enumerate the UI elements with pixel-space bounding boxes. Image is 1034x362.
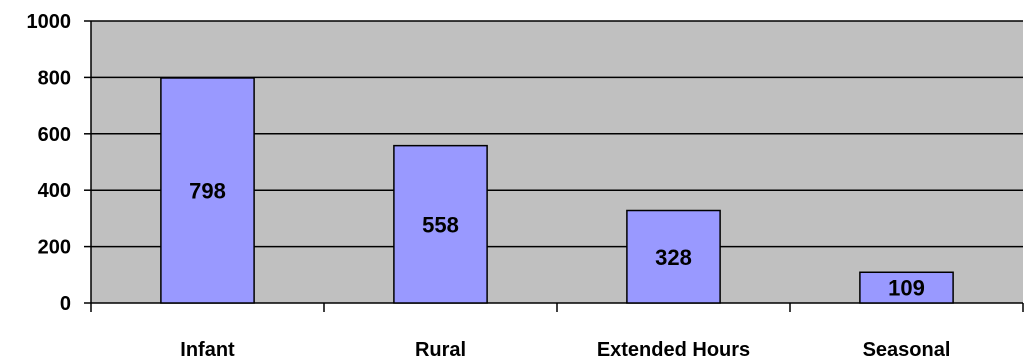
bar xyxy=(160,77,255,304)
data-label: 558 xyxy=(422,212,459,237)
x-category-label: Extended Hours xyxy=(597,339,750,361)
bars xyxy=(160,77,954,304)
y-axis: 0 200 400 600 800 1000 xyxy=(27,11,92,315)
y-tick-label: 0 xyxy=(60,293,71,315)
y-tick-label: 1000 xyxy=(27,11,72,33)
data-labels: 798 558 328 109 xyxy=(189,178,925,300)
y-tick-label: 200 xyxy=(38,237,71,259)
data-label: 798 xyxy=(189,178,226,203)
data-label: 109 xyxy=(888,276,925,301)
x-axis: Infant Rural Extended Hours Seasonal xyxy=(90,302,1024,361)
bar xyxy=(626,209,721,304)
x-category-label: Seasonal xyxy=(863,339,951,361)
y-tick-label: 400 xyxy=(38,180,71,202)
bar xyxy=(859,271,954,304)
y-tick-label: 600 xyxy=(38,124,71,146)
data-label: 328 xyxy=(655,245,692,270)
y-tick-label: 800 xyxy=(38,67,71,89)
x-category-label: Rural xyxy=(415,339,466,361)
bar xyxy=(393,144,488,304)
x-category-label: Infant xyxy=(180,339,235,361)
